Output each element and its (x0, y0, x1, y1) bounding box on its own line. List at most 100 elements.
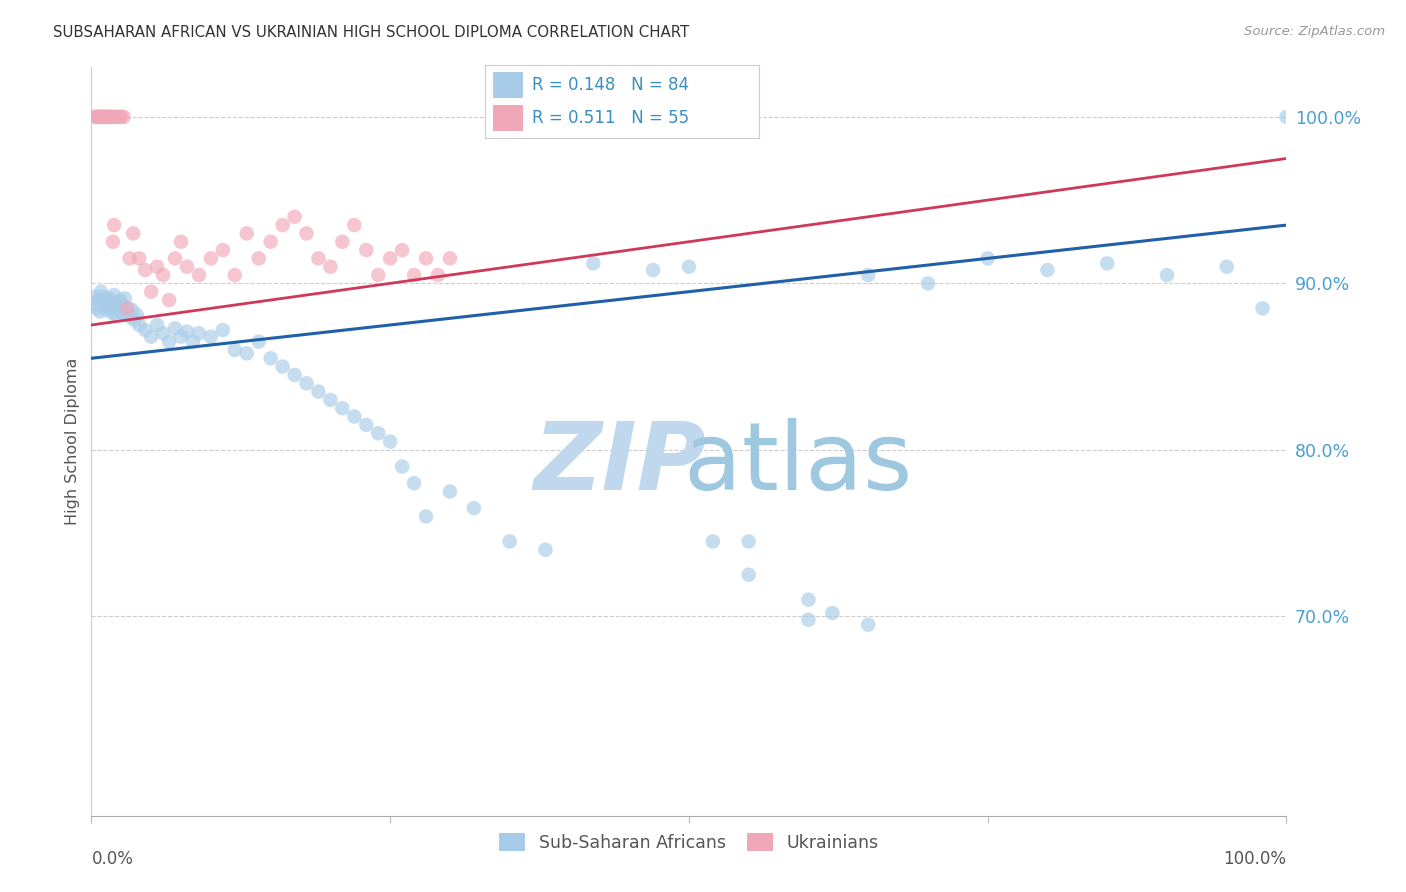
Point (100, 301, 122, 316)
Point (187, 326, 211, 341)
Text: 100.0%: 100.0% (1223, 850, 1286, 868)
Point (96, 110, 118, 124)
Point (98, 291, 121, 305)
Point (93, 110, 114, 124)
Point (426, 268, 449, 282)
Point (111, 298, 134, 312)
Point (104, 298, 127, 312)
Point (1036, 263, 1059, 277)
Point (797, 613, 820, 627)
Point (319, 392, 342, 407)
Point (108, 301, 131, 316)
Point (737, 534, 759, 549)
Point (84, 110, 107, 124)
Point (200, 329, 222, 343)
Point (141, 285, 162, 299)
Point (84, 290, 107, 304)
Point (170, 235, 193, 249)
Point (283, 210, 307, 224)
Point (1156, 268, 1178, 282)
Point (439, 252, 461, 266)
Point (134, 323, 156, 337)
Point (118, 252, 141, 266)
Point (463, 501, 485, 516)
Point (121, 303, 143, 318)
Point (101, 306, 124, 320)
Point (821, 606, 844, 620)
Point (84, 110, 107, 124)
Point (91, 296, 114, 310)
Y-axis label: High School Diploma: High School Diploma (65, 358, 80, 525)
Point (152, 326, 174, 341)
Point (101, 235, 124, 249)
Point (247, 252, 270, 266)
Point (1275, 110, 1298, 124)
Point (90, 285, 112, 299)
Point (100, 110, 122, 124)
Point (108, 293, 131, 307)
Point (122, 227, 145, 241)
Point (94, 110, 117, 124)
Point (307, 252, 329, 266)
Bar (494, 104, 523, 131)
Point (354, 243, 377, 257)
Point (856, 268, 880, 282)
Point (415, 252, 437, 266)
Text: R = 0.511   N = 55: R = 0.511 N = 55 (531, 109, 689, 127)
Point (224, 343, 246, 357)
Text: ZIP: ZIP (534, 418, 706, 510)
Point (224, 268, 246, 282)
Point (187, 268, 211, 282)
Point (343, 218, 366, 232)
Point (108, 110, 131, 124)
Text: 0.0%: 0.0% (91, 850, 134, 868)
Point (678, 260, 700, 274)
Point (498, 534, 520, 549)
Point (259, 235, 281, 249)
Point (89, 110, 111, 124)
Point (157, 334, 180, 349)
Point (141, 329, 162, 343)
Point (107, 294, 129, 309)
Point (332, 235, 354, 249)
Point (378, 434, 402, 449)
Point (856, 617, 880, 632)
Point (917, 277, 939, 291)
Point (94, 293, 117, 307)
Point (295, 227, 318, 241)
Point (110, 110, 132, 124)
Point (200, 252, 222, 266)
Text: SUBSAHARAN AFRICAN VS UKRAINIAN HIGH SCHOOL DIPLOMA CORRELATION CHART: SUBSAHARAN AFRICAN VS UKRAINIAN HIGH SCH… (53, 25, 690, 40)
Point (354, 417, 377, 432)
Point (391, 243, 413, 257)
Point (235, 227, 259, 241)
Point (235, 346, 259, 360)
Point (100, 110, 122, 124)
Point (176, 260, 198, 274)
Point (283, 368, 307, 382)
Point (86, 110, 108, 124)
Point (163, 252, 186, 266)
Point (93, 300, 115, 314)
Point (415, 509, 437, 524)
Point (702, 534, 724, 549)
Point (110, 304, 132, 318)
Point (98, 110, 121, 124)
Point (1215, 260, 1237, 274)
Point (112, 110, 135, 124)
Point (1097, 256, 1119, 270)
Point (641, 263, 664, 277)
Point (157, 293, 180, 307)
Point (103, 218, 125, 232)
Point (307, 384, 329, 399)
Point (332, 401, 354, 416)
Point (319, 260, 342, 274)
Text: atlas: atlas (534, 418, 912, 510)
Point (259, 351, 281, 366)
Point (103, 288, 125, 302)
Point (134, 263, 156, 277)
Point (146, 260, 169, 274)
Point (976, 252, 998, 266)
Point (89, 304, 111, 318)
Point (115, 301, 138, 316)
